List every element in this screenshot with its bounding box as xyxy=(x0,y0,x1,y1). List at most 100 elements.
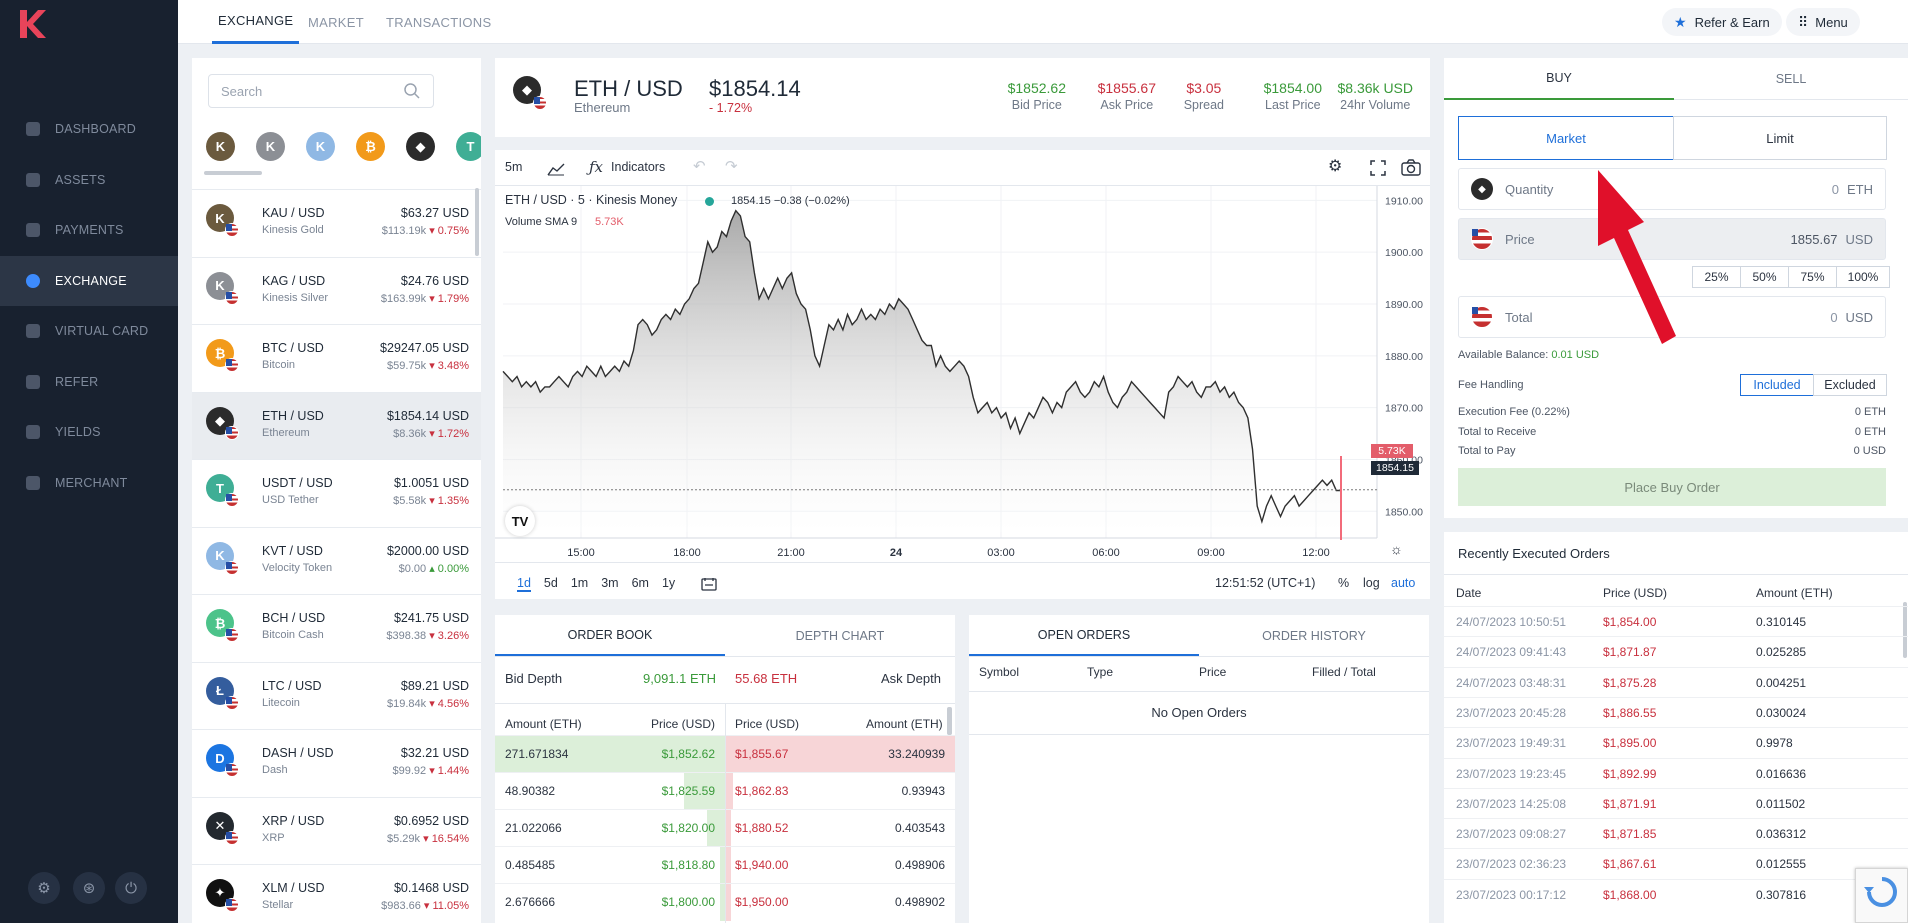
nav-exchange[interactable]: EXCHANGE xyxy=(0,255,178,306)
favorite-kvt-icon[interactable]: K xyxy=(306,132,335,161)
market-row-dash[interactable]: D DASH / USD Dash $32.21 USD $99.92 ▾ 1.44% xyxy=(192,729,481,796)
tradingview-logo[interactable]: TV xyxy=(505,506,535,536)
market-row-kag[interactable]: K KAG / USD Kinesis Silver $24.76 USD $163.9… xyxy=(192,256,481,324)
ask-row[interactable]: $1,862.83 0.93943 xyxy=(726,772,955,810)
limit-order-button[interactable]: Limit xyxy=(1673,116,1887,160)
tab-sell[interactable]: SELL xyxy=(1674,58,1908,100)
recent-order-row[interactable]: 24/07/2023 09:41:43 $1,871.87 0.025285 xyxy=(1444,636,1908,666)
tab-transactions[interactable]: TRANSACTIONS xyxy=(386,14,492,30)
order-book-scrollbar[interactable] xyxy=(947,707,952,735)
favorite-usdt-icon[interactable]: T xyxy=(456,132,481,161)
date-range-icon[interactable] xyxy=(701,577,717,591)
log-toggle[interactable]: log xyxy=(1363,576,1380,590)
price-chart[interactable]: 1910.001900.001890.001880.001870.001860.… xyxy=(495,186,1430,564)
percent-toggle[interactable]: % xyxy=(1338,576,1350,590)
recent-order-row[interactable]: 23/07/2023 09:08:27 $1,871.85 0.036312 xyxy=(1444,818,1908,848)
tab-order-history[interactable]: ORDER HISTORY xyxy=(1262,628,1366,643)
ask-depth-label: Ask Depth xyxy=(881,671,941,686)
ask-row[interactable]: $1,880.52 0.403543 xyxy=(726,809,955,847)
chart-type-icon[interactable] xyxy=(547,162,565,176)
tab-market[interactable]: MARKET xyxy=(308,14,364,30)
recent-order-row[interactable]: 24/07/2023 03:48:31 $1,875.28 0.004251 xyxy=(1444,666,1908,697)
ask-row[interactable]: $1,855.67 33.240939 xyxy=(726,735,955,773)
recent-orders-scrollbar[interactable] xyxy=(1903,602,1907,658)
market-row-kau[interactable]: K KAU / USD Kinesis Gold $63.27 USD $113.19k… xyxy=(192,189,481,256)
tab-order-book[interactable]: ORDER BOOK xyxy=(495,615,725,656)
nav-virtual-card[interactable]: VIRTUAL CARD xyxy=(0,306,178,356)
market-row-usdt[interactable]: T USDT / USD USD Tether $1.0051 USD $5.58k ▾… xyxy=(192,459,481,526)
bid-row[interactable]: 2.676666 $1,800.00 xyxy=(495,883,725,921)
recent-order-row[interactable]: 23/07/2023 14:25:08 $1,871.91 0.011502 xyxy=(1444,787,1908,818)
camera-icon[interactable] xyxy=(1401,159,1421,176)
market-row-xrp[interactable]: ✕ XRP / USD XRP $0.6952 USD $5.29k ▾ 16.54% xyxy=(192,796,481,864)
tab-depth-chart[interactable]: DEPTH CHART xyxy=(795,628,885,643)
recent-order-row[interactable]: 23/07/2023 00:17:12 $1,868.00 0.307816 xyxy=(1444,878,1908,909)
tab-buy[interactable]: BUY xyxy=(1444,58,1674,100)
range-1d[interactable]: 1d xyxy=(517,576,531,592)
nav-yields[interactable]: YIELDS xyxy=(0,407,178,457)
range-3m[interactable]: 3m xyxy=(601,576,619,590)
kinesis-logo[interactable] xyxy=(18,8,48,40)
pct-100-button[interactable]: 100% xyxy=(1836,266,1890,288)
market-row-kvt[interactable]: K KVT / USD Velocity Token $2000.00 USD $0.0… xyxy=(192,526,481,594)
pct-50-button[interactable]: 50% xyxy=(1740,266,1789,288)
price-field[interactable]: Price 1855.67 USD xyxy=(1458,218,1886,260)
bid-row[interactable]: 0.485485 $1,818.80 xyxy=(495,846,725,884)
nav-merchant[interactable]: MERCHANT xyxy=(0,458,178,508)
favorites-scrollbar[interactable] xyxy=(204,171,262,175)
bid-row[interactable]: 271.671834 $1,852.62 xyxy=(495,735,725,773)
market-order-button[interactable]: Market xyxy=(1458,116,1674,160)
recent-order-row[interactable]: 23/07/2023 19:23:45 $1,892.99 0.016636 xyxy=(1444,757,1908,788)
bid-row[interactable]: 21.022066 $1,820.00 xyxy=(495,809,725,847)
recent-order-row[interactable]: 24/07/2023 10:50:51 $1,854.00 0.310145 xyxy=(1444,606,1908,636)
market-list-scrollbar[interactable] xyxy=(475,188,479,256)
fee-included-toggle[interactable]: Included xyxy=(1740,374,1814,396)
bid-row[interactable]: 48.90382 $1,825.59 xyxy=(495,772,725,810)
nav-dashboard[interactable]: DASHBOARD xyxy=(0,104,178,154)
recaptcha-badge[interactable] xyxy=(1855,868,1908,923)
pct-25-button[interactable]: 25% xyxy=(1692,266,1741,288)
redo-icon[interactable]: ↷ xyxy=(725,158,738,175)
favorite-btc-icon[interactable]: ₿ xyxy=(356,132,385,161)
range-5d[interactable]: 5d xyxy=(543,576,558,590)
tab-exchange[interactable]: EXCHANGE xyxy=(212,0,300,44)
quantity-field[interactable]: ◆ Quantity 0 ETH xyxy=(1458,168,1886,210)
market-row-bch[interactable]: ₿ BCH / USD Bitcoin Cash $241.75 USD $398.38… xyxy=(192,594,481,661)
favorite-kag-icon[interactable]: K xyxy=(256,132,285,161)
pct-75-button[interactable]: 75% xyxy=(1788,266,1837,288)
bid-amount: 21.022066 xyxy=(505,821,562,835)
menu-button[interactable]: ⠿ Menu xyxy=(1786,8,1860,36)
settings-icon[interactable]: ⚙ xyxy=(1328,158,1343,175)
favorite-kau-icon[interactable]: K xyxy=(206,132,235,161)
nav-payments[interactable]: PAYMENTS xyxy=(0,205,178,255)
undo-icon[interactable]: ↶ xyxy=(693,158,706,175)
ask-row[interactable]: $1,940.00 0.498906 xyxy=(726,846,955,884)
search-input[interactable]: Search xyxy=(208,74,434,108)
market-row-ltc[interactable]: Ł LTC / USD Litecoin $89.21 USD $19.84k ▾ 4.… xyxy=(192,661,481,729)
interval-select[interactable]: 5m xyxy=(505,160,523,174)
range-6m[interactable]: 6m xyxy=(631,576,649,590)
nav-refer[interactable]: REFER xyxy=(0,357,178,407)
recent-order-row[interactable]: 23/07/2023 02:36:23 $1,867.61 0.012555 xyxy=(1444,848,1908,878)
fee-excluded-toggle[interactable]: Excluded xyxy=(1813,374,1887,396)
recent-order-row[interactable]: 23/07/2023 19:49:31 $1,895.00 0.9978 xyxy=(1444,727,1908,757)
range-1y[interactable]: 1y xyxy=(661,576,676,590)
recent-order-row[interactable]: 23/07/2023 20:45:28 $1,886.55 0.030024 xyxy=(1444,696,1908,727)
gear-icon[interactable]: ⚙ xyxy=(28,872,60,904)
indicators-button[interactable]: ƒx Indicators xyxy=(589,158,665,176)
power-icon[interactable]: ⏻ xyxy=(115,872,147,904)
favorite-eth-icon[interactable]: ◆ xyxy=(406,132,435,161)
support-icon[interactable]: ⊛ xyxy=(73,872,105,904)
tab-open-orders[interactable]: OPEN ORDERS xyxy=(969,615,1199,656)
auto-toggle[interactable]: auto xyxy=(1391,576,1416,590)
range-1m[interactable]: 1m xyxy=(570,576,589,590)
nav-assets[interactable]: ASSETS xyxy=(0,155,178,205)
ask-row[interactable]: $1,950.00 0.498902 xyxy=(726,883,955,921)
market-row-eth[interactable]: ◆ ETH / USD Ethereum $1854.14 USD $8.36k ▾ 1… xyxy=(192,391,481,459)
market-row-xlm[interactable]: ✦ XLM / USD Stellar $0.1468 USD $983.66 ▾ 11… xyxy=(192,864,481,923)
place-buy-order-button[interactable]: Place Buy Order xyxy=(1458,468,1886,506)
fullscreen-icon[interactable] xyxy=(1370,160,1386,176)
axis-settings-icon[interactable]: ☼ xyxy=(1390,541,1403,557)
refer-earn-button[interactable]: ★ Refer & Earn xyxy=(1662,8,1782,36)
market-row-btc[interactable]: ₿ BTC / USD Bitcoin $29247.05 USD $59.75k ▾ … xyxy=(192,324,481,391)
